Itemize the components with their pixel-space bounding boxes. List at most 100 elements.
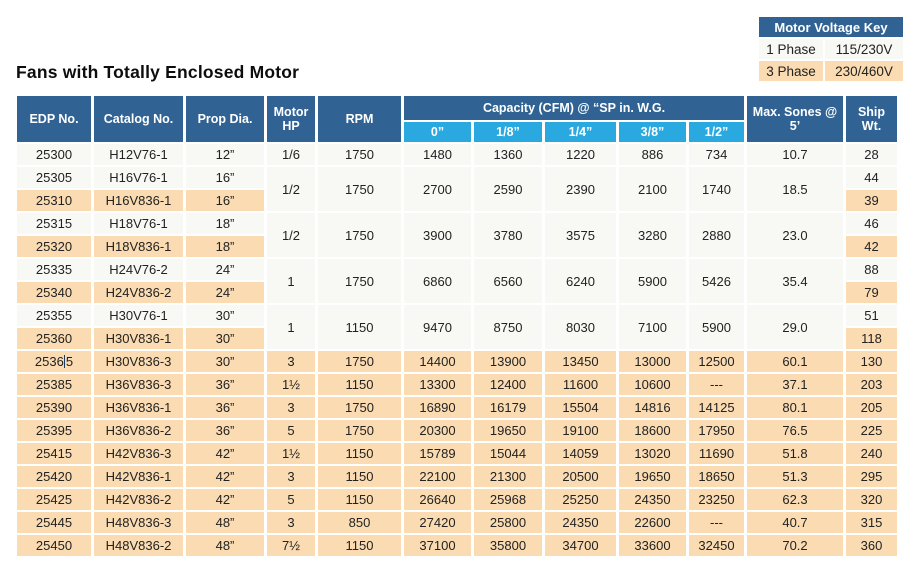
cell-capacity-sp2: 14059 [545,443,616,464]
cell-capacity-sp0: 27420 [404,512,471,533]
cell-capacity-sp3: 19650 [619,466,686,487]
cell-prop-dia: 30” [186,328,264,349]
cell-capacity-sp2: 1220 [545,144,616,165]
cell-capacity-sp0: 3900 [404,213,471,257]
cell-capacity-sp4: 23250 [689,489,744,510]
cell-capacity-sp2: 15504 [545,397,616,418]
cell-capacity-sp3: 886 [619,144,686,165]
table-row: 25445 H48V836-3 48” 3 850 27420 25800 24350 2260… [17,512,897,533]
cell-prop-dia: 30” [186,305,264,326]
cell-ship-wt: 360 [846,535,897,556]
cell-catalog-no: H16V836-1 [94,190,183,211]
table-header: EDP No. Catalog No. Prop Dia. Motor HP R… [17,96,897,142]
table-row: 25395 H36V836-2 36” 5 1750 20300 19650 19100 186… [17,420,897,441]
cell-max-sones: 35.4 [747,259,843,303]
cell-capacity-sp4: 18650 [689,466,744,487]
cell-ship-wt: 88 [846,259,897,280]
cell-prop-dia: 30” [186,351,264,372]
table-row: 25385 H36V836-3 36” 1½ 1150 13300 12400 11600 10… [17,374,897,395]
cell-catalog-no: H42V836-3 [94,443,183,464]
voltage-key-row: 1 Phase 115/230V [759,39,903,59]
cell-capacity-sp0: 26640 [404,489,471,510]
cell-capacity-sp2: 20500 [545,466,616,487]
cell-motor-hp: 3 [267,397,315,418]
cell-capacity-sp1: 1360 [474,144,542,165]
col-header-sp-3-8: 3/8” [619,122,686,142]
cell-capacity-sp0: 1480 [404,144,471,165]
table-row: 25415 H42V836-3 42” 1½ 1150 15789 15044 14059 13… [17,443,897,464]
cell-prop-dia: 36” [186,420,264,441]
cell-capacity-sp0: 16890 [404,397,471,418]
cell-max-sones: 29.0 [747,305,843,349]
cell-capacity-sp1: 13900 [474,351,542,372]
cell-ship-wt: 79 [846,282,897,303]
cell-capacity-sp3: 13020 [619,443,686,464]
cell-capacity-sp4: 5900 [689,305,744,349]
cell-catalog-no: H36V836-1 [94,397,183,418]
cell-capacity-sp1: 25800 [474,512,542,533]
cell-prop-dia: 48” [186,535,264,556]
cell-ship-wt: 205 [846,397,897,418]
cell-ship-wt: 203 [846,374,897,395]
col-header-capacity-group: Capacity (CFM) @ “SP in. W.G. [404,96,744,120]
cell-capacity-sp0: 20300 [404,420,471,441]
cell-capacity-sp2: 11600 [545,374,616,395]
cell-rpm: 1150 [318,305,401,349]
table-row: 25300 H12V76-1 12” 1/6 1750 1480 1360 1220 886 73… [17,144,897,165]
cell-capacity-sp1: 8750 [474,305,542,349]
cell-motor-hp: 1 [267,305,315,349]
cell-capacity-sp2: 34700 [545,535,616,556]
cell-catalog-no: H24V836-2 [94,282,183,303]
cell-edp: 25335 [17,259,91,280]
table-row: 25450 H48V836-2 48” 7½ 1150 37100 35800 34700 33… [17,535,897,556]
cell-edp: 25425 [17,489,91,510]
cell-ship-wt: 28 [846,144,897,165]
cell-rpm: 1150 [318,374,401,395]
cell-edp: 25450 [17,535,91,556]
col-header-edp: EDP No. [17,96,91,142]
cell-capacity-sp1: 15044 [474,443,542,464]
cell-catalog-no: H18V836-1 [94,236,183,257]
table-row: 25420 H42V836-1 42” 3 1150 22100 21300 20500 196… [17,466,897,487]
col-header-sones: Max. Sones @ 5’ [747,96,843,142]
table-row: 25315 H18V76-1 18” 1/2 1750 3900 3780 3575 3280 2… [17,213,897,257]
col-header-prop-dia: Prop Dia. [186,96,264,142]
cell-capacity-sp3: 33600 [619,535,686,556]
cell-capacity-sp0: 6860 [404,259,471,303]
cell-max-sones: 70.2 [747,535,843,556]
cell-capacity-sp1: 2590 [474,167,542,211]
cell-capacity-sp1: 6560 [474,259,542,303]
cell-edp: 25415 [17,443,91,464]
cell-prop-dia: 18” [186,236,264,257]
voltage-key-title: Motor Voltage Key [759,17,903,37]
voltage-value: 115/230V [825,39,903,59]
page-title: Fans with Totally Enclosed Motor [16,62,300,82]
cell-capacity-sp4: 17950 [689,420,744,441]
col-header-sp-1-4: 1/4” [545,122,616,142]
cell-catalog-no: H48V836-3 [94,512,183,533]
cell-prop-dia: 18” [186,213,264,234]
cell-capacity-sp0: 14400 [404,351,471,372]
cell-catalog-no: H36V836-2 [94,420,183,441]
cell-max-sones: 62.3 [747,489,843,510]
cell-rpm: 850 [318,512,401,533]
cell-catalog-no: H30V76-1 [94,305,183,326]
cell-capacity-sp4: --- [689,512,744,533]
cell-capacity-sp0: 22100 [404,466,471,487]
cell-capacity-sp3: 7100 [619,305,686,349]
cell-capacity-sp1: 35800 [474,535,542,556]
col-header-ship-wt: Ship Wt. [846,96,897,142]
cell-ship-wt: 225 [846,420,897,441]
cell-capacity-sp1: 19650 [474,420,542,441]
cell-ship-wt: 46 [846,213,897,234]
cell-capacity-sp1: 25968 [474,489,542,510]
cell-capacity-sp3: 13000 [619,351,686,372]
cell-ship-wt: 39 [846,190,897,211]
cell-ship-wt: 44 [846,167,897,188]
motor-voltage-key-table: Motor Voltage Key 1 Phase 115/230V 3 Pha… [757,15,905,83]
cell-max-sones: 10.7 [747,144,843,165]
cell-rpm: 1150 [318,489,401,510]
cell-rpm: 1150 [318,466,401,487]
cell-max-sones: 76.5 [747,420,843,441]
col-header-catalog: Catalog No. [94,96,183,142]
